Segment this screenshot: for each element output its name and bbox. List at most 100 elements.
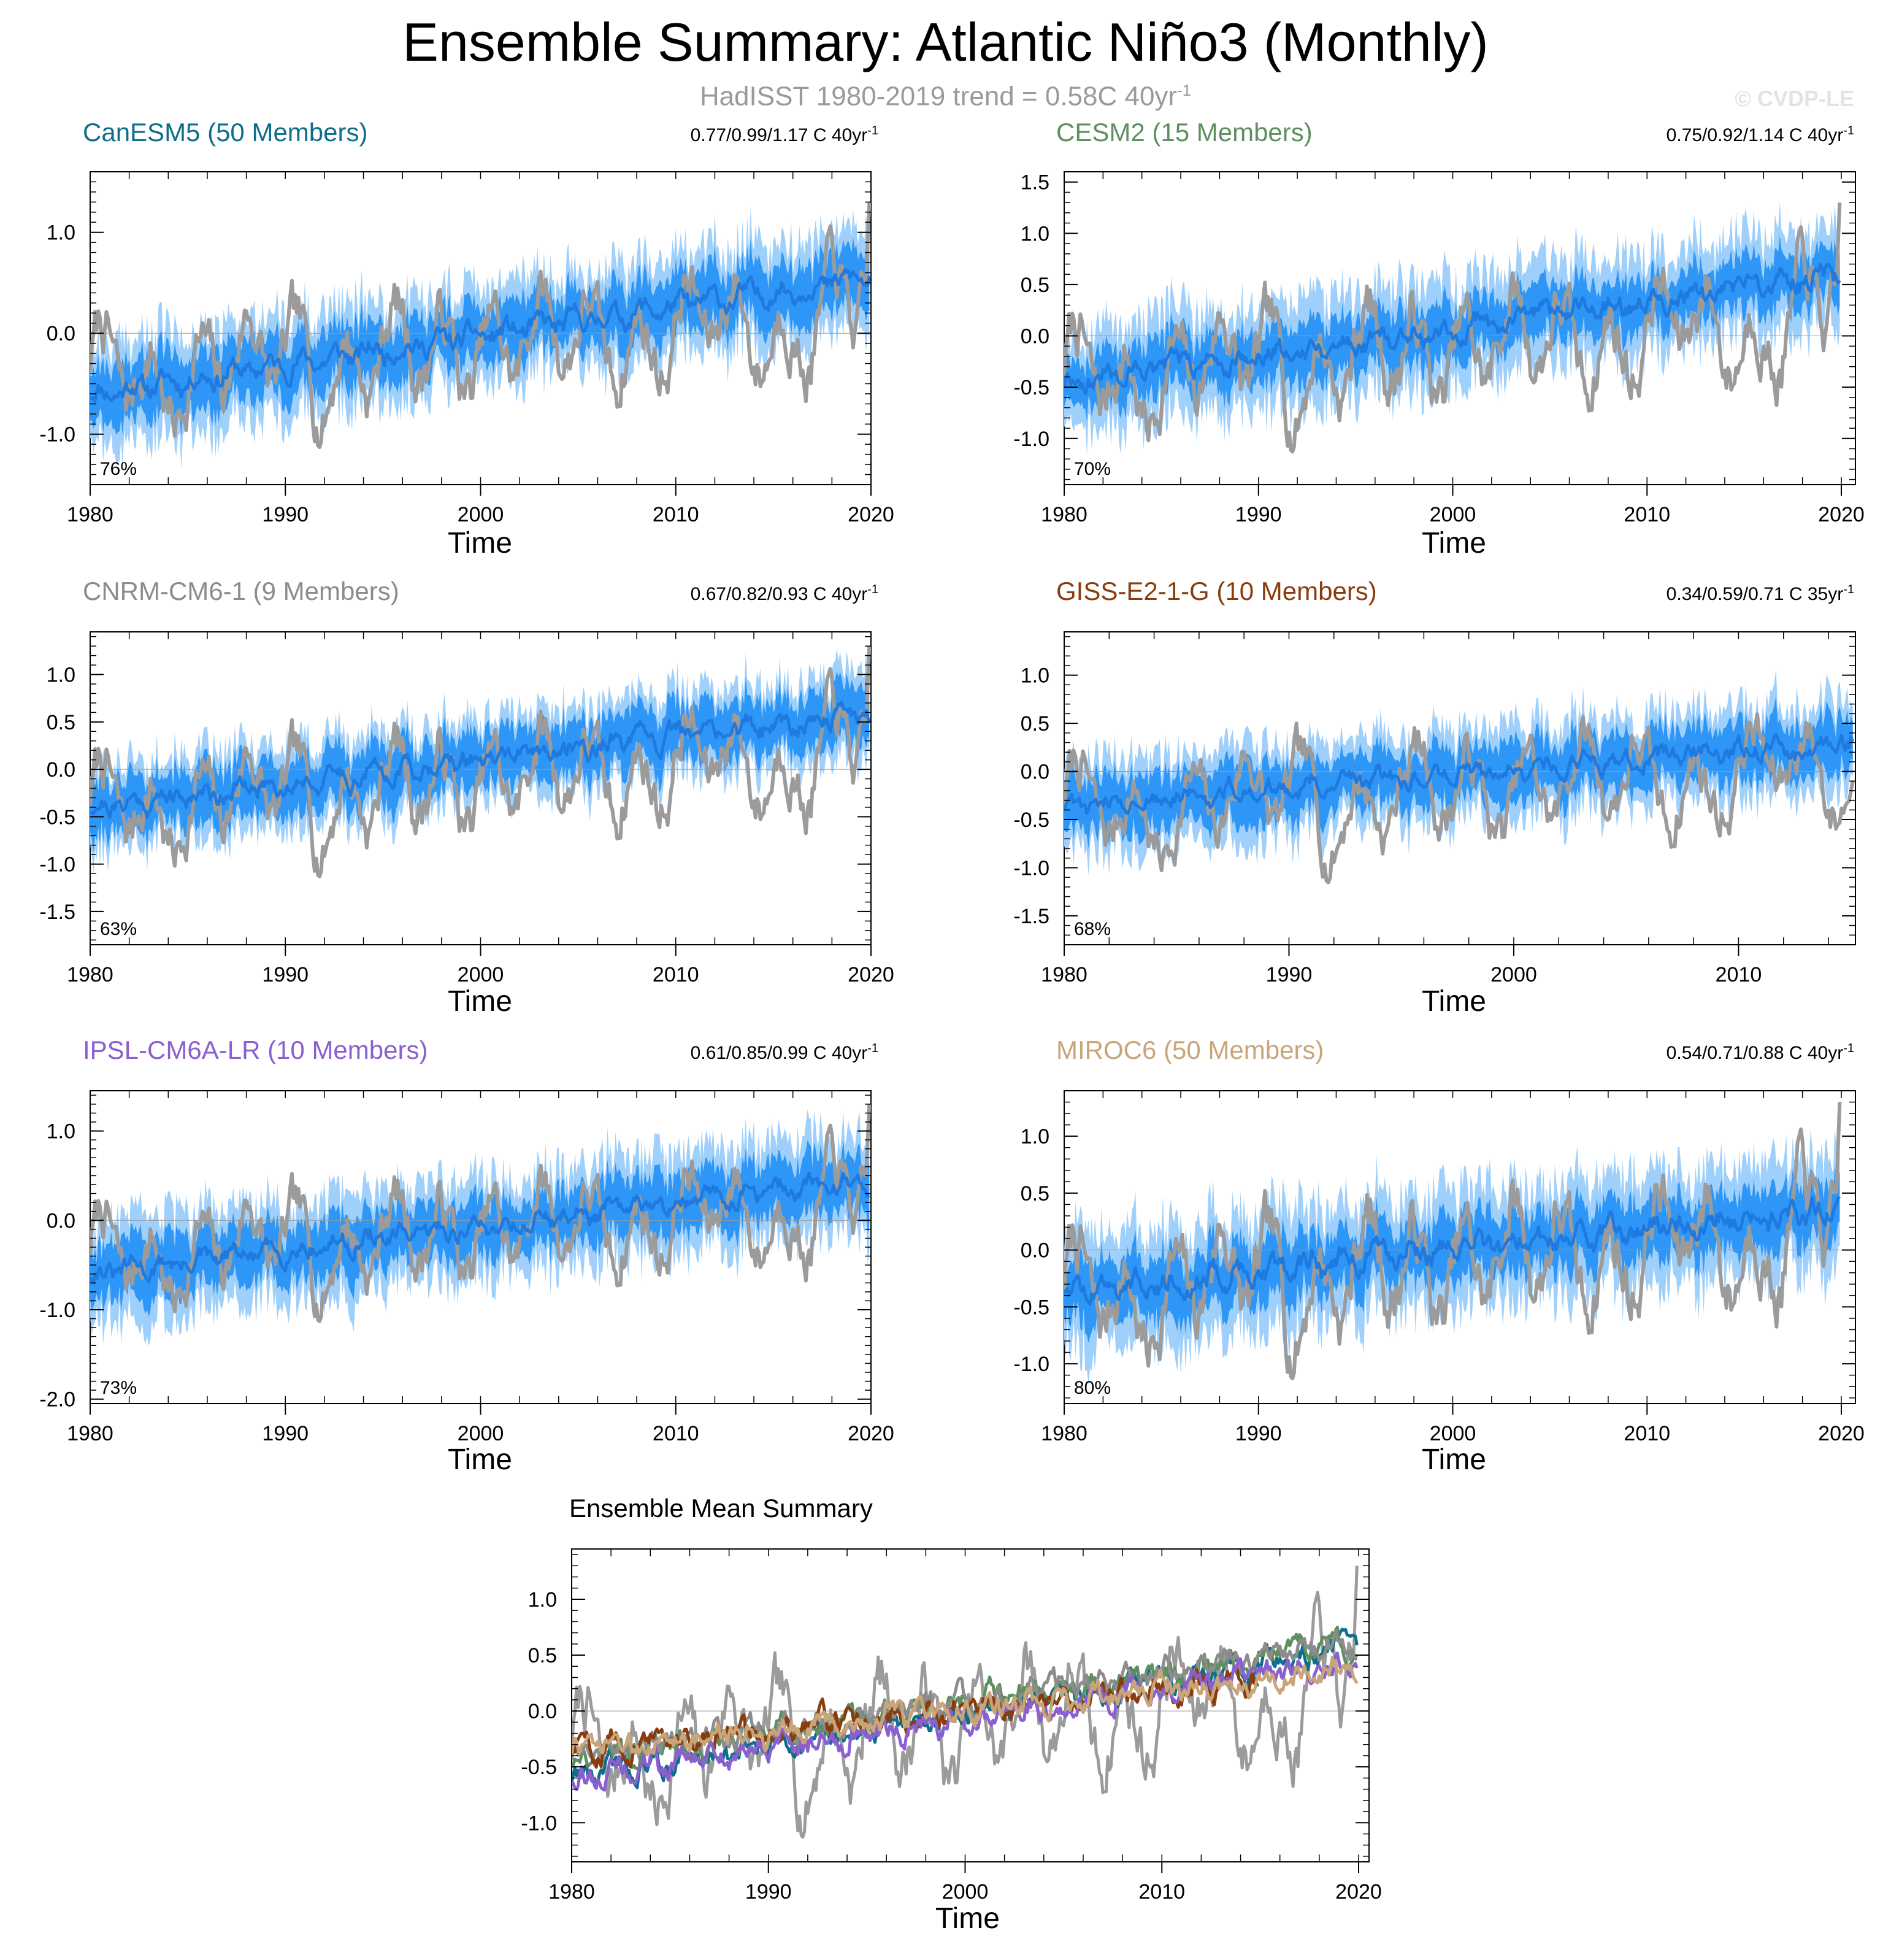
y-tick-label: 0.5 [528,1644,557,1667]
panel-canesm5: 76% -1.0 0.0 1.0 1980 1990 2000 2010 2020 [39,171,894,526]
y-tick-label: 0.5 [47,711,75,734]
panel-giss-e2-1-g: 68% -1.5 -1.0 -0.5 0.0 0.5 1.0 1980 1990 2000 2010 [1013,631,1856,986]
percent-label: 63% [100,919,137,939]
ensemble-mean-line [1064,732,1855,815]
panel-title-miroc6: MIROC6 (50 Members) [1056,1036,1324,1064]
copyright-watermark: © CVDP-LE [1735,86,1854,111]
x-tick-label: 1990 [262,963,309,986]
panel-title-canesm5: CanESM5 (50 Members) [83,118,368,147]
x-tick-label: 1980 [67,963,113,986]
panel-ipsl-cm6a-lr: 73% -2.0 -1.0 0.0 1.0 1980 1990 2000 2010 2020 [39,1090,894,1445]
x-tick-label: 1990 [262,1422,309,1445]
y-tick-label: 0.0 [1021,1239,1049,1262]
y-tick-label: 1.0 [1021,1125,1049,1148]
percent-label: 68% [1074,919,1111,939]
y-tick-label: -1.5 [1013,905,1049,928]
panel-stats-cnrm: 0.67/0.82/0.93 C 40yr-1 [690,583,878,604]
plot-area [1064,669,1855,885]
x-tick-label: 2020 [1335,1880,1382,1904]
y-tick-label: 0.5 [1021,712,1049,736]
panel-title-ipsl: IPSL-CM6A-LR (10 Members) [83,1036,428,1064]
percent-label: 76% [100,459,137,479]
y-tick-label: 1.0 [1021,664,1049,688]
percent-label: 70% [1074,459,1111,479]
x-tick-label: 1980 [1041,1422,1087,1445]
x-tick-label: 2010 [1138,1880,1185,1904]
x-tick-label: 2020 [848,503,894,526]
y-tick-label: -0.5 [521,1756,557,1779]
plot-area [90,646,871,878]
y-tick-label: -1.0 [521,1812,557,1835]
x-tick-label: 2000 [1430,1422,1476,1445]
y-tick-label: -1.0 [39,1299,75,1322]
panel-stats-canesm5: 0.77/0.99/1.17 C 40yr-1 [690,124,878,145]
x-tick-label: 1990 [1235,1422,1282,1445]
ensemble-mean-line [1064,1196,1841,1306]
panel-title-cnrm: CNRM-CM6-1 (9 Members) [83,577,399,605]
panel-stats-cesm2: 0.75/0.92/1.14 C 40yr-1 [1666,124,1854,145]
x-tick-label: 2000 [1490,963,1537,986]
panel-stats-ipsl: 0.61/0.85/0.99 C 40yr-1 [690,1042,878,1063]
y-tick-label: 0.5 [1021,1182,1049,1205]
x-tick-label: 1990 [1266,963,1313,986]
obs-series-line [1064,1102,1842,1380]
plot-area [1064,202,1855,456]
y-tick-label: 0.0 [1021,325,1049,348]
x-tick-label: 2010 [653,963,699,986]
x-axis-label-cesm2: Time [1422,527,1486,559]
y-tick-label: -1.5 [39,901,75,924]
x-axis-label-miroc6: Time [1422,1443,1486,1476]
x-tick-label: 2000 [1430,503,1476,526]
y-tick-label: 0.5 [1021,274,1049,297]
obs-series-line [1064,712,1855,885]
panel-stats-miroc6: 0.54/0.71/0.88 C 40yr-1 [1666,1042,1854,1063]
y-tick-label: 0.0 [47,758,75,782]
panel-stats-giss: 0.34/0.59/0.71 C 35yr-1 [1666,583,1854,604]
ensemble-mean-line [90,267,871,402]
x-tick-label: 2020 [1818,1422,1865,1445]
x-tick-label: 2000 [458,963,504,986]
x-axis-label-canesm5: Time [448,527,512,559]
plot-area [90,202,871,469]
x-tick-label: 1980 [1041,963,1087,986]
panel-cnrm-cm6-1: 63% -1.5 -1.0 -0.5 0.0 0.5 1.0 1980 1990 2000 2010… [39,631,894,986]
x-tick-label: 2010 [653,1422,699,1445]
panel-cesm2: 70% -1.0 -0.5 0.0 0.5 1.0 1.5 1980 1990 2000 2010 2… [1013,171,1864,526]
subtitle-text: HadISST 1980-2019 trend = 0.58C 40yr [699,81,1178,112]
y-tick-label: -1.0 [39,853,75,877]
x-axis-label-cnrm: Time [448,985,512,1018]
plot-area [1064,1102,1855,1384]
x-tick-label: 2010 [1624,503,1670,526]
panel-miroc6: 80% -1.0 -0.5 0.0 0.5 1.0 1980 1990 2000 2010 2020 [1013,1090,1865,1445]
x-tick-label: 2010 [653,503,699,526]
ensemble-mean-line [1064,263,1841,395]
series-line-miroc6 [572,1656,1359,1756]
y-tick-label: -2.0 [39,1388,75,1412]
figure-subtitle: HadISST 1980-2019 trend = 0.58C 40yr-1 [0,81,1891,112]
x-tick-label: 2000 [942,1880,989,1904]
x-axis-label-giss: Time [1422,985,1486,1018]
panel-title-giss: GISS-E2-1-G (10 Members) [1056,577,1377,605]
y-tick-label: 1.5 [1021,171,1049,194]
y-tick-label: -0.5 [1013,809,1049,832]
x-tick-label: 2010 [1716,963,1762,986]
y-tick-label: 1.0 [528,1588,557,1612]
y-tick-label: 0.0 [47,322,75,345]
plot-area [572,1566,1359,1839]
x-tick-label: 1980 [67,1422,113,1445]
x-tick-label: 1990 [1235,503,1282,526]
x-tick-label: 1980 [548,1880,595,1904]
y-tick-label: -0.5 [39,805,75,829]
percent-label: 73% [100,1378,137,1398]
figure-title: Ensemble Summary: Atlantic Niño3 (Monthl… [402,12,1489,72]
x-tick-label: 1990 [262,503,309,526]
x-axis-label-summary: Time [935,1902,1000,1935]
y-tick-label: 1.0 [47,221,75,245]
y-tick-label: -0.5 [1013,1296,1049,1319]
ensemble-mean-line [90,1172,870,1285]
x-tick-label: 2020 [848,1422,894,1445]
plot-area [90,1104,871,1346]
y-tick-label: 1.0 [47,1120,75,1143]
y-tick-label: 0.0 [528,1700,557,1723]
ensemble-mean-line [90,700,871,819]
